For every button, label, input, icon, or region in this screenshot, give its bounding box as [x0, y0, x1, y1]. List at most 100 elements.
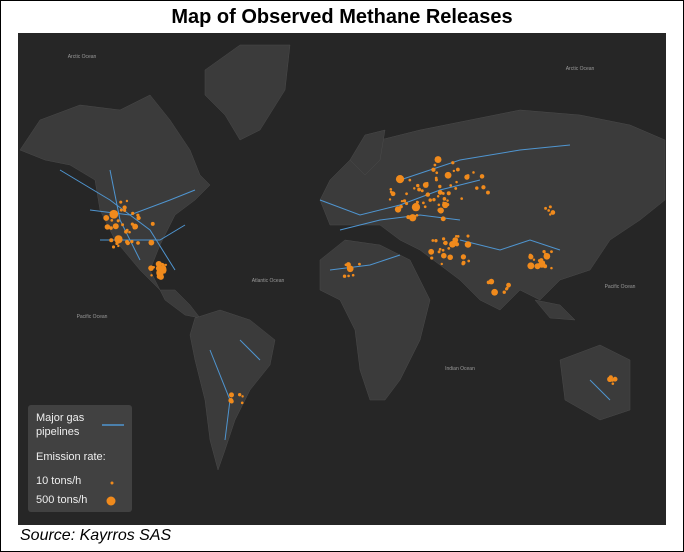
emission-dot: [486, 190, 490, 195]
emission-dot: [527, 262, 535, 270]
emission-dot: [437, 203, 441, 207]
emission-dot: [488, 278, 495, 285]
emission-dot: [446, 202, 450, 207]
emission-dot: [456, 235, 460, 238]
emission-dot: [416, 183, 420, 188]
emission-dot: [405, 202, 409, 206]
emission-dot: [112, 212, 115, 216]
emission-dot: [466, 234, 470, 238]
emission-dot: [547, 209, 551, 212]
emission-dot: [136, 215, 141, 221]
emission-dot: [394, 206, 402, 213]
emission-dot: [389, 187, 393, 191]
emission-dot: [548, 213, 552, 216]
emission-dot: [128, 230, 131, 234]
emission-dot: [466, 174, 470, 178]
emission-dot: [437, 190, 443, 195]
emission-dot: [237, 392, 242, 397]
emission-dot: [119, 200, 123, 204]
emission-dot: [550, 210, 556, 215]
map-label: Pacific Ocean: [605, 284, 636, 290]
emission-dot: [117, 244, 120, 248]
emission-dot: [441, 192, 445, 195]
emission-dot: [132, 226, 136, 230]
emission-dot: [150, 221, 155, 226]
emission-dot: [437, 250, 441, 254]
emission-dot: [532, 258, 536, 261]
emission-dot: [124, 229, 128, 234]
source: Source: Kayrros SAS: [20, 527, 172, 544]
emission-dot: [464, 241, 472, 248]
emission-dot: [114, 235, 123, 244]
title: Map of Observed Methane Releases: [171, 6, 513, 28]
emission-dot: [415, 213, 419, 217]
emission-dot: [446, 199, 449, 202]
emission-dot: [435, 171, 439, 175]
emission-dot: [452, 169, 456, 173]
emission-dot: [434, 156, 442, 164]
emission-dot: [432, 197, 436, 202]
emission-dot: [155, 260, 162, 268]
emission-dot: [423, 205, 427, 209]
emission-dot: [475, 186, 479, 190]
map-label: Arctic Ocean: [566, 66, 595, 72]
emission-dot: [228, 392, 234, 398]
legend-emission-title: Emission rate:: [36, 451, 106, 463]
emission-dot: [415, 200, 419, 204]
emission-dot: [131, 211, 135, 215]
emission-dot: [460, 254, 467, 260]
emission-dot: [447, 246, 451, 250]
emission-dot: [502, 290, 506, 294]
emission-dot: [441, 248, 445, 252]
emission-dot: [607, 376, 613, 382]
emission-dot: [428, 198, 432, 202]
emission-dot: [125, 199, 129, 203]
emission-dot: [422, 182, 429, 188]
emission-dot: [449, 184, 453, 187]
emission-dot: [454, 242, 460, 247]
emission-dot: [122, 205, 127, 210]
emission-dot: [110, 218, 114, 222]
emission-dot: [447, 254, 453, 261]
map-label: Arctic Ocean: [68, 54, 97, 60]
emission-dot: [150, 274, 153, 277]
emission-dot: [446, 191, 451, 196]
emission-dot: [241, 395, 244, 398]
legend: Major gas pipelines Emission rate: 10 to…: [28, 405, 132, 512]
emission-dot: [111, 245, 116, 249]
emission-dot: [467, 259, 471, 263]
emission-dot: [506, 282, 511, 288]
emission-dot: [103, 214, 110, 221]
emission-dot: [148, 239, 155, 246]
emission-dot: [161, 263, 165, 267]
emission-dot: [481, 185, 486, 190]
emission-dot: [452, 237, 459, 243]
emission-dot: [351, 273, 355, 277]
legend-small-dot: [110, 481, 114, 485]
legend-line: [102, 424, 124, 426]
emission-dot: [441, 252, 447, 259]
emission-dot: [438, 247, 442, 251]
emission-dot: [342, 274, 347, 278]
emission-dot: [479, 174, 485, 179]
emission-dot: [442, 197, 447, 201]
emission-dot: [430, 256, 434, 260]
emission-dot: [109, 226, 113, 230]
emission-dot: [136, 241, 140, 245]
emission-dot: [443, 241, 446, 245]
emission-points: [103, 156, 618, 405]
emission-dot: [389, 190, 393, 194]
emission-dot: [528, 254, 534, 260]
emission-dot: [408, 178, 412, 182]
emission-dot: [388, 198, 392, 201]
emission-dot: [542, 250, 546, 254]
emission-dot: [434, 176, 438, 180]
emission-dot: [437, 207, 444, 214]
emission-dot: [409, 214, 417, 222]
emission-dot: [472, 171, 475, 174]
emission-dot: [405, 192, 408, 196]
emission-dot: [431, 239, 435, 242]
emission-dot: [454, 235, 458, 238]
emission-dot: [444, 171, 452, 179]
emission-dot: [455, 167, 460, 172]
